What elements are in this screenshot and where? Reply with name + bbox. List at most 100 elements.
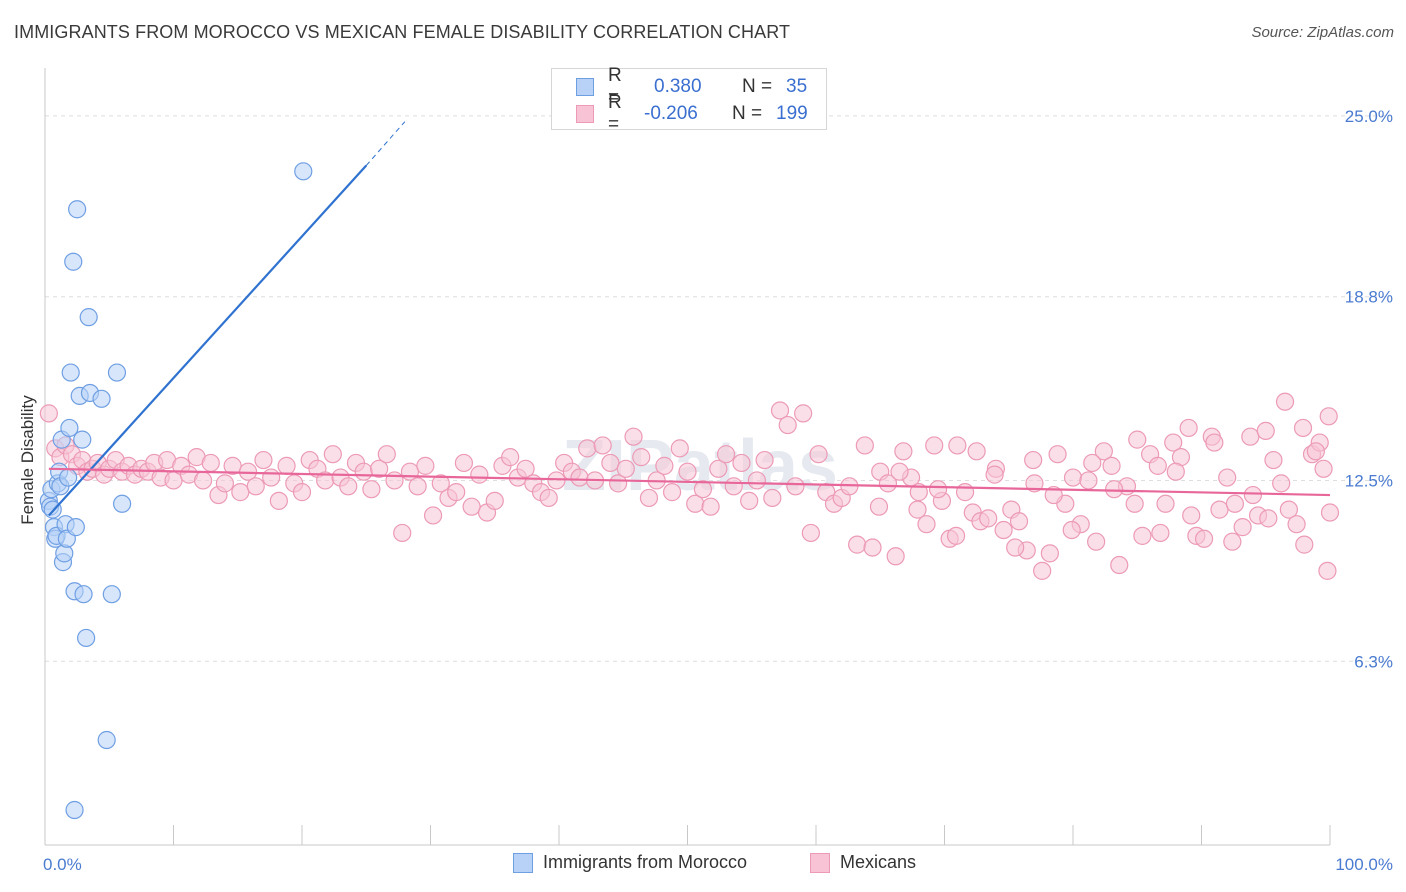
mexicans-point bbox=[1006, 538, 1025, 557]
grid-lines bbox=[45, 115, 1392, 662]
morocco-point bbox=[61, 363, 80, 382]
mexicans-point bbox=[925, 436, 944, 455]
mexicans-point bbox=[516, 459, 535, 478]
mexicans-point bbox=[1205, 433, 1224, 452]
mexicans-point bbox=[1044, 485, 1063, 505]
mexicans-point bbox=[1287, 515, 1306, 534]
legend-r-label: R = bbox=[608, 65, 622, 108]
chart-title: IMMIGRANTS FROM MOROCCO VS MEXICAN FEMAL… bbox=[14, 22, 791, 42]
morocco-point bbox=[77, 628, 96, 648]
mexicans-point bbox=[886, 547, 905, 566]
y-axis-label: Female Disability bbox=[18, 395, 37, 525]
x-tick-label: 100.0% bbox=[1335, 855, 1393, 874]
mexicans-point bbox=[1009, 512, 1029, 531]
mexicans-point bbox=[1194, 529, 1214, 548]
mexicans-point bbox=[632, 448, 651, 467]
mexicans-point bbox=[1062, 520, 1081, 540]
mexicans-point bbox=[1094, 442, 1113, 461]
mexicans-point bbox=[1105, 480, 1124, 499]
mexicans-point bbox=[1063, 468, 1083, 487]
mexicans-point bbox=[470, 465, 489, 484]
bottom-legend-label: Immigrants from Morocco bbox=[543, 852, 748, 872]
morocco-point bbox=[73, 430, 92, 449]
mexicans-point bbox=[1128, 430, 1147, 449]
mexicans-point bbox=[624, 427, 643, 446]
mexicans-point bbox=[408, 477, 427, 496]
mexicans-point bbox=[578, 439, 597, 458]
mexicans-point bbox=[1151, 523, 1170, 543]
mexicans-point bbox=[967, 442, 986, 461]
mexicans-point bbox=[601, 453, 620, 473]
mexicans-point bbox=[431, 474, 450, 493]
mexicans-point bbox=[1233, 518, 1252, 537]
mexicans-point bbox=[462, 497, 481, 516]
mexicans-point bbox=[1179, 418, 1198, 438]
mexicans-point bbox=[1079, 471, 1098, 490]
morocco-point bbox=[102, 585, 121, 604]
mexicans-point bbox=[869, 497, 889, 516]
mexicans-point bbox=[848, 535, 867, 554]
mexicans-point bbox=[1125, 494, 1144, 513]
mexicans-point bbox=[1133, 526, 1152, 545]
mexicans-point bbox=[1087, 532, 1106, 551]
mexicans-point bbox=[539, 488, 558, 508]
legend-swatch-blue bbox=[576, 78, 594, 96]
mexicans-point bbox=[1272, 474, 1291, 493]
morocco-point bbox=[64, 252, 83, 271]
mexicans-point bbox=[747, 471, 766, 490]
mexicans-point bbox=[354, 462, 373, 481]
mexicans-point bbox=[655, 456, 674, 475]
mexicans-point bbox=[254, 450, 273, 470]
mexicans-point bbox=[716, 445, 736, 464]
mexicans-point bbox=[928, 480, 948, 499]
mexicans-point bbox=[277, 456, 296, 475]
legend-n-label: N = bbox=[732, 103, 763, 124]
morocco-point bbox=[92, 389, 111, 408]
mexicans-point bbox=[1293, 418, 1313, 438]
mexicans-point bbox=[786, 477, 805, 496]
bottom-legend-swatch-blue bbox=[513, 852, 533, 873]
mexicans-point bbox=[732, 453, 751, 473]
mexicans-point bbox=[1083, 453, 1102, 473]
mexicans-point bbox=[1033, 561, 1052, 580]
correlation-legend: R = 0.380 N = 35 R = -0.206 N = 199 bbox=[551, 65, 827, 135]
mexicans-point bbox=[1275, 392, 1295, 411]
morocco-point bbox=[112, 494, 132, 513]
mexicans-point bbox=[1279, 500, 1298, 519]
mexicans-point bbox=[1243, 485, 1263, 505]
mexicans-point bbox=[740, 491, 759, 510]
mexicans-point bbox=[393, 523, 412, 543]
mexicans-point bbox=[701, 497, 720, 516]
legend-r-value: 0.380 bbox=[654, 76, 702, 97]
x-tick-label: 0.0% bbox=[43, 855, 82, 874]
y-tick-label: 18.8% bbox=[1345, 288, 1393, 307]
mexicans-point bbox=[39, 404, 58, 423]
legend-row-mexicans: R = -0.206 N = 199 bbox=[576, 92, 808, 135]
mexicans-point bbox=[1218, 468, 1237, 487]
mexicans-point bbox=[339, 477, 358, 496]
mexicans-point bbox=[1314, 459, 1333, 478]
mexicans-point bbox=[1148, 456, 1167, 475]
mexicans-point bbox=[1225, 494, 1245, 513]
mexicans-point bbox=[855, 436, 874, 455]
mexicans-point bbox=[1319, 407, 1338, 426]
legend-r-value: -0.206 bbox=[644, 103, 698, 124]
mexicans-point bbox=[262, 468, 281, 487]
mexicans-point bbox=[231, 483, 250, 502]
mexicans-point bbox=[662, 483, 682, 502]
mexicans-point bbox=[454, 453, 474, 473]
legend-r-label: R = bbox=[608, 92, 622, 135]
mexicans-point bbox=[201, 453, 220, 473]
mexicans-point bbox=[670, 439, 689, 458]
morocco-points bbox=[39, 162, 313, 820]
x-tick-labels: 0.0% 100.0% bbox=[43, 855, 1393, 874]
mexicans-point bbox=[501, 448, 520, 467]
mexicans-point bbox=[1182, 506, 1201, 525]
source-label: Source: ZipAtlas.com bbox=[1251, 24, 1394, 41]
mexicans-point bbox=[593, 436, 612, 455]
mexicans-point bbox=[639, 488, 659, 508]
mexicans-point bbox=[246, 477, 265, 496]
mexicans-point bbox=[1256, 421, 1275, 440]
mexicans-point bbox=[985, 465, 1004, 484]
